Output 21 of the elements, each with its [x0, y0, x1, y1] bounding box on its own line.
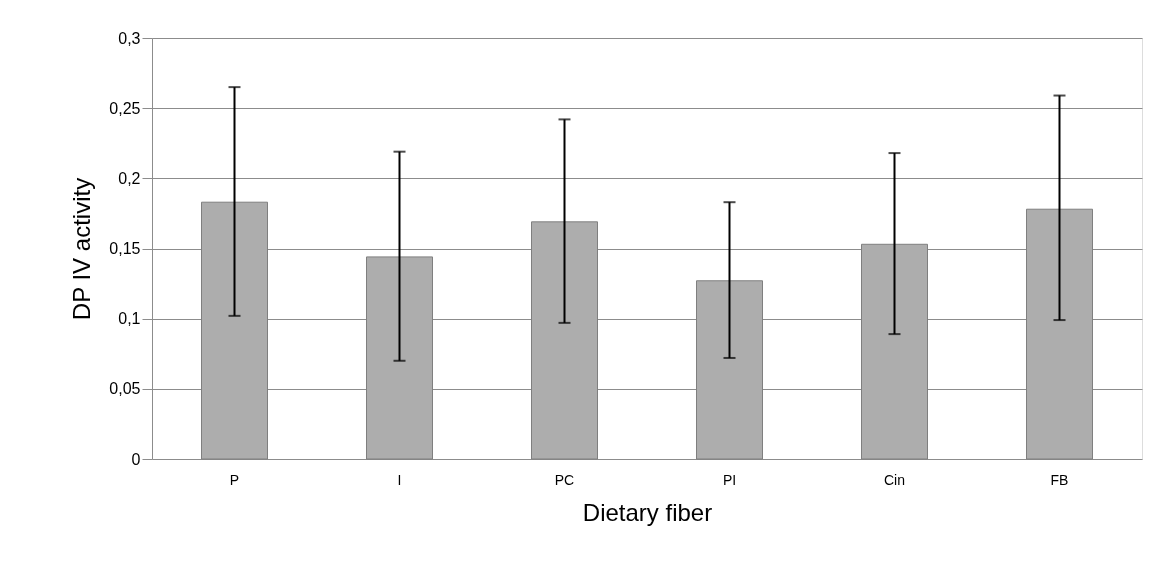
y-tick-label: 0: [131, 450, 141, 468]
bar: [696, 280, 763, 460]
y-tick-label: 0,3: [118, 29, 141, 47]
bar: [201, 201, 268, 460]
x-tick-label: Cin: [883, 471, 906, 488]
y-tick-label: 0,2: [118, 169, 141, 187]
y-axis-title: DP IV activity: [68, 177, 96, 321]
x-tick-label: PC: [554, 471, 575, 488]
y-tick-label: 0,15: [109, 240, 141, 257]
bar: [1026, 208, 1093, 460]
bar: [531, 221, 598, 460]
x-axis-title: Dietary fiber: [582, 498, 713, 526]
y-tick-label: 0,05: [109, 380, 141, 398]
bar: [366, 256, 433, 460]
x-tick-label: P: [229, 471, 240, 488]
y-tick-label: 0,1: [118, 310, 141, 328]
bar: [861, 243, 928, 460]
y-tick-label: 0,25: [109, 99, 141, 117]
x-tick-label: PI: [722, 471, 737, 488]
x-tick-label: FB: [1050, 471, 1069, 488]
x-tick-label: I: [397, 471, 402, 488]
